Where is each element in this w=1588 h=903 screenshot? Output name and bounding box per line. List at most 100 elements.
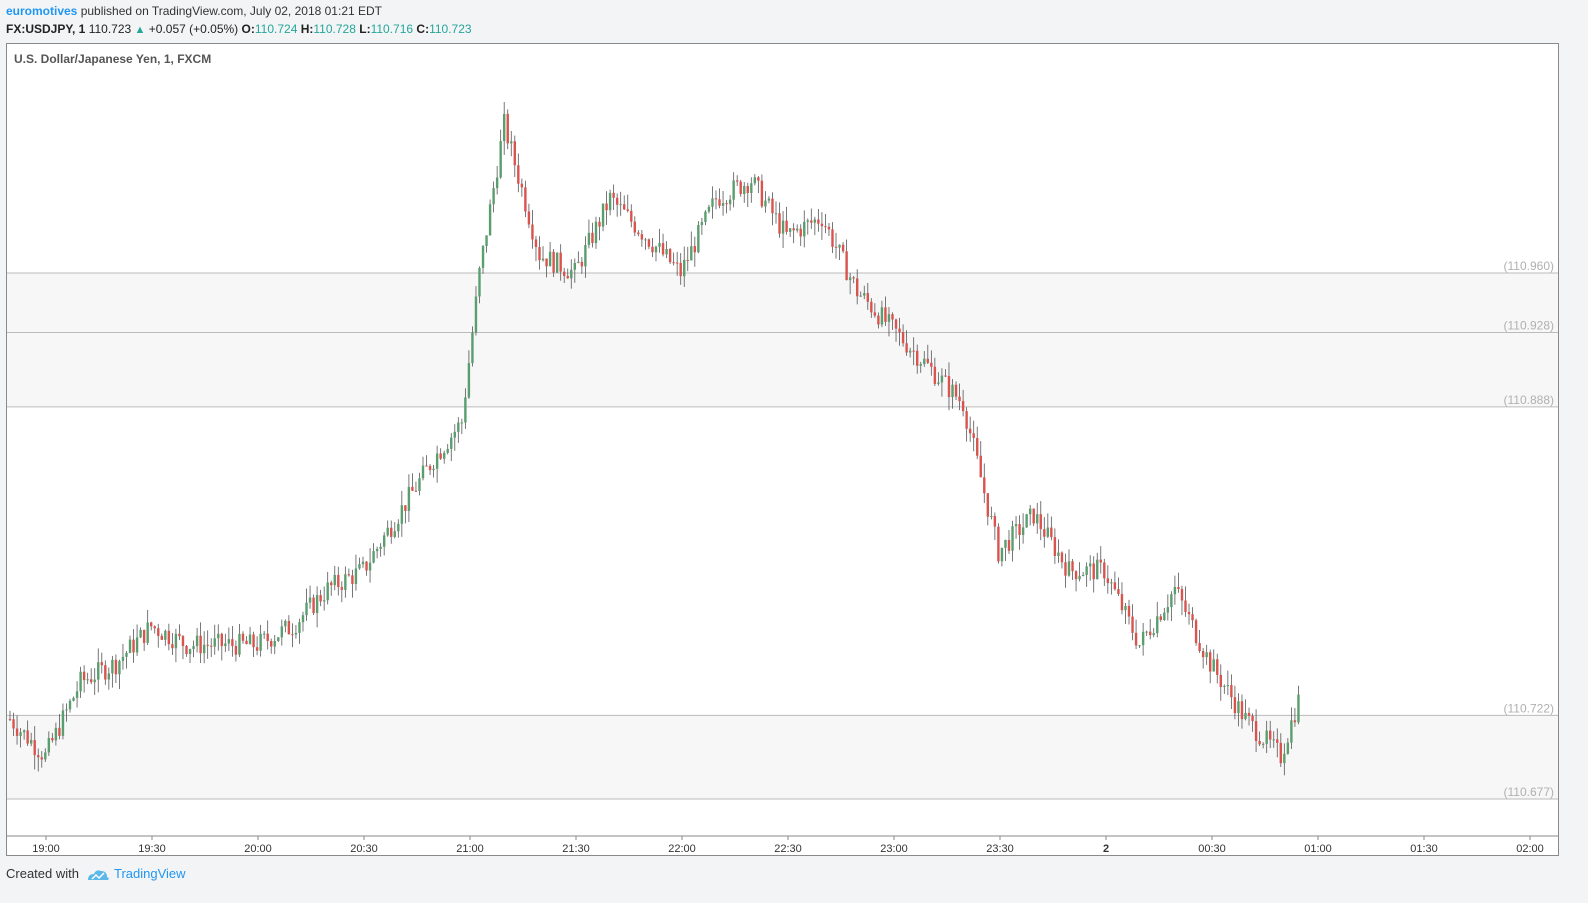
candle-up <box>326 582 329 601</box>
candle-down <box>1219 674 1222 687</box>
candle-up <box>919 364 922 366</box>
candle-up <box>227 639 231 644</box>
symbol-label: FX:USDJPY, 1 <box>6 22 86 36</box>
candle-up <box>397 523 400 532</box>
candle-up <box>753 177 757 184</box>
candle-down <box>615 197 619 205</box>
chart-title: U.S. Dollar/Japanese Yen, 1, FXCM <box>14 52 212 66</box>
candle-down <box>961 401 965 412</box>
candle-up <box>750 183 753 194</box>
candle-up <box>1152 633 1155 636</box>
price-change: +0.057 (+0.05%) <box>148 22 239 36</box>
tradingview-cloud-icon <box>88 869 109 880</box>
candle-down <box>1039 514 1042 530</box>
candle-up <box>47 737 51 753</box>
candle-down <box>810 220 813 223</box>
candle-up <box>541 258 545 261</box>
candle-up <box>453 431 456 438</box>
candle-down <box>220 633 223 647</box>
candle-down <box>1117 589 1120 595</box>
candle-up <box>880 307 884 325</box>
candle-up <box>446 448 449 453</box>
tradingview-brand[interactable]: TradingView <box>86 866 186 882</box>
candle-up <box>22 730 26 733</box>
candle-up <box>848 277 852 281</box>
candle-down <box>266 633 269 642</box>
high-label: H: <box>300 22 314 36</box>
candle-down <box>1148 631 1152 636</box>
candle-up <box>587 232 591 245</box>
x-tick-label: 23:30 <box>986 843 1014 855</box>
price-level-label: (110.888) <box>1504 393 1554 407</box>
candle-down <box>714 198 718 200</box>
candle-up <box>308 597 312 603</box>
candle-down <box>234 645 238 655</box>
candle-down <box>534 239 538 248</box>
candle-up <box>859 295 862 297</box>
candle-down <box>870 301 873 313</box>
candle-up <box>781 220 785 234</box>
candle-up <box>806 220 809 222</box>
candle-down <box>1043 529 1046 537</box>
candle-up <box>485 235 488 247</box>
candle-down <box>181 636 185 647</box>
candle-down <box>37 755 40 758</box>
candle-up <box>665 248 668 255</box>
candle-up <box>322 600 326 602</box>
candle-up <box>79 671 82 692</box>
candle-down <box>1230 685 1233 698</box>
candle-down <box>241 633 245 641</box>
candle-up <box>1088 563 1092 567</box>
candle-up <box>118 660 121 675</box>
candle-up <box>238 633 241 655</box>
candle-up <box>1138 645 1141 647</box>
candle-down <box>347 574 351 576</box>
candle-up <box>262 633 266 635</box>
price-zone <box>7 715 1558 799</box>
x-tick-label: 02:00 <box>1516 843 1544 855</box>
candle-up <box>990 516 993 518</box>
candle-down <box>668 248 672 263</box>
candle-down <box>82 671 86 681</box>
candle-down <box>675 262 679 264</box>
candle-down <box>517 165 520 184</box>
candle-up <box>435 453 439 469</box>
candle-down <box>898 328 901 333</box>
candle-down <box>245 640 248 645</box>
candle-down <box>633 221 637 233</box>
candle-up <box>139 629 142 638</box>
candle-down <box>1103 562 1106 579</box>
candle-up <box>1028 508 1032 515</box>
candle-up <box>1110 582 1113 584</box>
candle-up <box>577 261 580 263</box>
candle-up <box>1212 659 1215 672</box>
candle-down <box>1050 527 1053 538</box>
candle-down <box>930 362 933 367</box>
candle-down <box>834 246 838 248</box>
candle-up <box>795 228 799 231</box>
candle-down <box>1184 600 1187 612</box>
candle-up <box>248 634 252 645</box>
candle-up <box>481 246 485 268</box>
candle-down <box>891 314 894 320</box>
candle-down <box>1198 643 1201 652</box>
candle-down <box>545 258 548 267</box>
candle-up <box>619 204 622 206</box>
candle-up <box>97 662 100 680</box>
candle-down <box>976 438 979 456</box>
candle-down <box>538 247 541 261</box>
tradingview-label[interactable]: TradingView <box>114 866 186 881</box>
candle-up <box>510 141 513 144</box>
candle-down <box>739 181 742 195</box>
candle-down <box>901 332 905 344</box>
candle-up <box>107 673 111 680</box>
candle-down <box>1269 730 1272 740</box>
author-link[interactable]: euromotives <box>6 4 78 18</box>
candle-up <box>584 244 587 267</box>
candle-down <box>1018 524 1021 536</box>
candle-down <box>1159 616 1162 621</box>
candle-down <box>319 595 322 602</box>
candle-down <box>566 275 569 279</box>
candle-up <box>654 246 658 253</box>
